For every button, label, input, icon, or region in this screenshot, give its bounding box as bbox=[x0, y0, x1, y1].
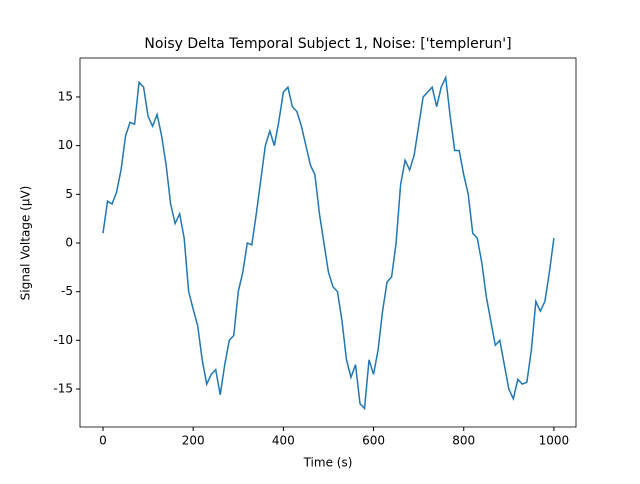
y-tick-label: 10 bbox=[58, 138, 73, 152]
y-tick-label: 5 bbox=[65, 187, 73, 201]
axes-frame bbox=[79, 57, 577, 428]
y-tick-label: 15 bbox=[58, 89, 73, 103]
x-tick-label: 1000 bbox=[539, 434, 570, 448]
chart-title: Noisy Delta Temporal Subject 1, Noise: [… bbox=[144, 36, 511, 52]
x-tick-label: 0 bbox=[99, 434, 107, 448]
data-line bbox=[102, 74, 555, 411]
x-axis-label: Time (s) bbox=[303, 456, 353, 470]
y-tick-label: -10 bbox=[53, 333, 73, 347]
y-tick-label: -5 bbox=[61, 284, 73, 298]
y-tick-label: -15 bbox=[53, 382, 73, 396]
y-axis-label: Signal Voltage (μV) bbox=[19, 186, 33, 301]
x-tick-label: 200 bbox=[182, 434, 205, 448]
x-tick-label: 400 bbox=[272, 434, 295, 448]
y-tick-label: 0 bbox=[65, 235, 73, 249]
x-tick-label: 600 bbox=[362, 434, 385, 448]
x-tick-label: 800 bbox=[452, 434, 475, 448]
